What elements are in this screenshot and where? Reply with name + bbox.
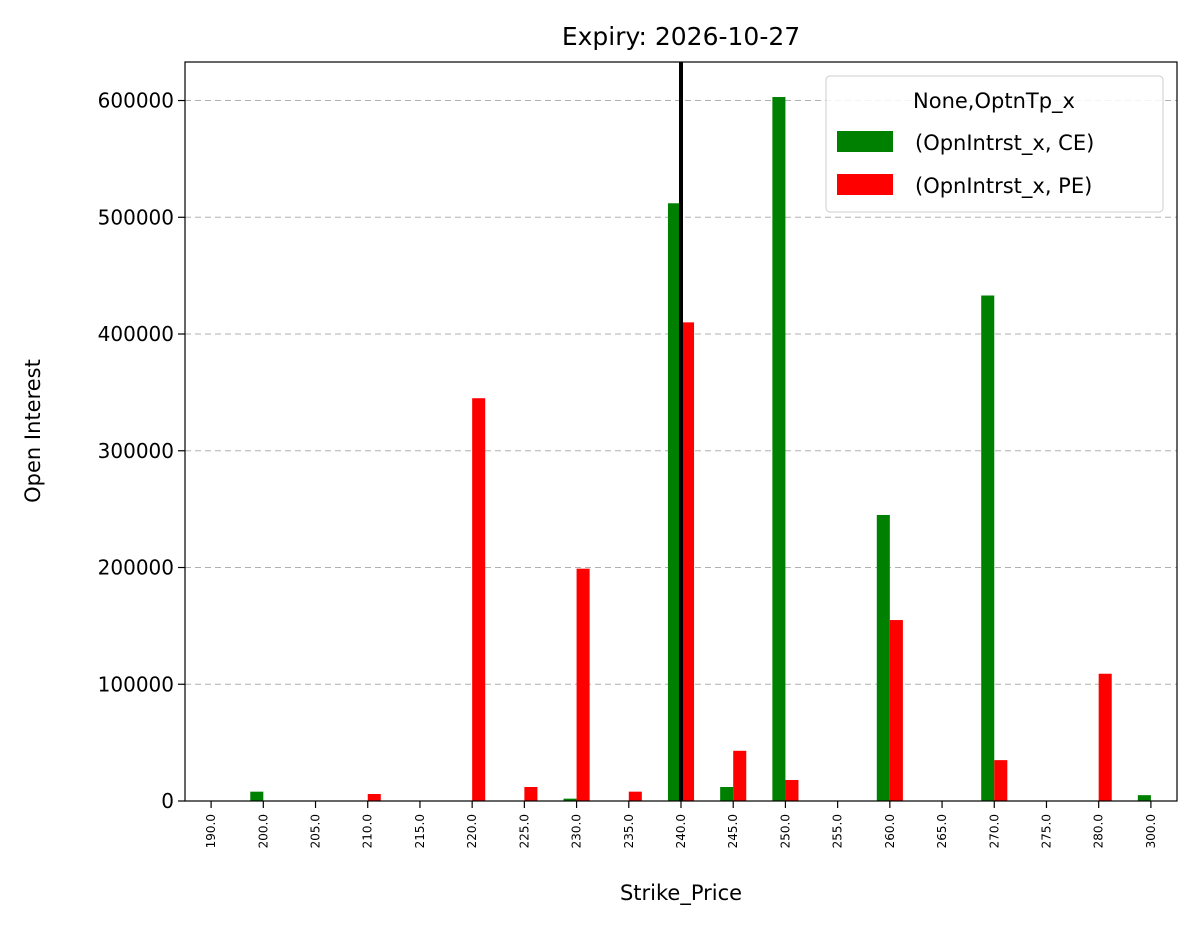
legend-label-pe: (OpnIntrst_x, PE) bbox=[915, 174, 1092, 199]
legend-swatch-pe bbox=[837, 174, 893, 195]
x-tick-label: 270.0 bbox=[987, 814, 1001, 848]
y-tick-label: 100000 bbox=[98, 672, 174, 696]
x-ticks: 190.0 200.0 205.0 210.0 215.0 220.0 225.0 230.0… bbox=[204, 801, 1158, 848]
x-tick-label: 205.0 bbox=[309, 814, 323, 848]
bar-pe bbox=[628, 791, 642, 801]
y-tick-label: 600000 bbox=[98, 89, 174, 113]
bar-ce bbox=[250, 791, 264, 801]
x-tick-label: 210.0 bbox=[361, 814, 375, 848]
legend-swatch-ce bbox=[837, 131, 893, 152]
x-axis-label: Strike_Price bbox=[620, 881, 742, 906]
bar-pe bbox=[472, 398, 486, 801]
bar-pe bbox=[576, 568, 590, 801]
bar-pe bbox=[785, 779, 799, 801]
x-tick-label: 250.0 bbox=[778, 814, 792, 848]
x-tick-label: 200.0 bbox=[256, 814, 270, 848]
y-tick-label: 500000 bbox=[98, 205, 174, 229]
bar-pe bbox=[367, 793, 381, 801]
chart-title: Expiry: 2026-10-27 bbox=[562, 22, 800, 51]
x-tick-label: 275.0 bbox=[1039, 814, 1053, 848]
bar-ce bbox=[563, 798, 577, 801]
legend-title: None,OptnTp_x bbox=[913, 89, 1075, 114]
x-tick-label: 235.0 bbox=[622, 814, 636, 848]
legend: None,OptnTp_x (OpnIntrst_x, CE) (OpnIntr… bbox=[825, 75, 1164, 213]
x-tick-label: 220.0 bbox=[465, 814, 479, 848]
bar-ce bbox=[667, 203, 681, 802]
bar-pe bbox=[524, 786, 538, 801]
x-tick-label: 225.0 bbox=[517, 814, 531, 848]
y-axis-label: Open Interest bbox=[21, 359, 45, 503]
bar-ce bbox=[1137, 795, 1151, 801]
legend-box bbox=[825, 75, 1164, 213]
bar-pe bbox=[889, 620, 903, 801]
y-tick-label: 0 bbox=[161, 789, 174, 813]
bar-pe bbox=[1098, 673, 1112, 801]
x-tick-label: 215.0 bbox=[413, 814, 427, 848]
x-tick-label: 190.0 bbox=[204, 814, 218, 848]
bar-ce bbox=[720, 786, 734, 801]
bar-ce bbox=[772, 97, 786, 802]
x-tick-label: 240.0 bbox=[674, 814, 688, 848]
x-tick-label: 260.0 bbox=[883, 814, 897, 848]
bar-ce bbox=[981, 295, 995, 801]
x-tick-label: 265.0 bbox=[935, 814, 949, 848]
y-tick-label: 300000 bbox=[98, 439, 174, 463]
bar-pe bbox=[733, 750, 747, 801]
y-tick-label: 400000 bbox=[98, 322, 174, 346]
bar-ce bbox=[876, 514, 890, 801]
bars bbox=[250, 97, 1151, 802]
bar-pe bbox=[681, 322, 695, 801]
x-tick-label: 300.0 bbox=[1144, 814, 1158, 848]
x-tick-label: 255.0 bbox=[831, 814, 845, 848]
bar-pe bbox=[994, 760, 1008, 801]
legend-label-ce: (OpnIntrst_x, CE) bbox=[915, 131, 1094, 156]
x-tick-label: 280.0 bbox=[1092, 814, 1106, 848]
y-tick-label: 200000 bbox=[98, 556, 174, 580]
y-ticks: 0 100000 200000 300000 400000 500000 600000 bbox=[98, 89, 185, 813]
x-tick-label: 230.0 bbox=[570, 814, 584, 848]
x-tick-label: 245.0 bbox=[726, 814, 740, 848]
